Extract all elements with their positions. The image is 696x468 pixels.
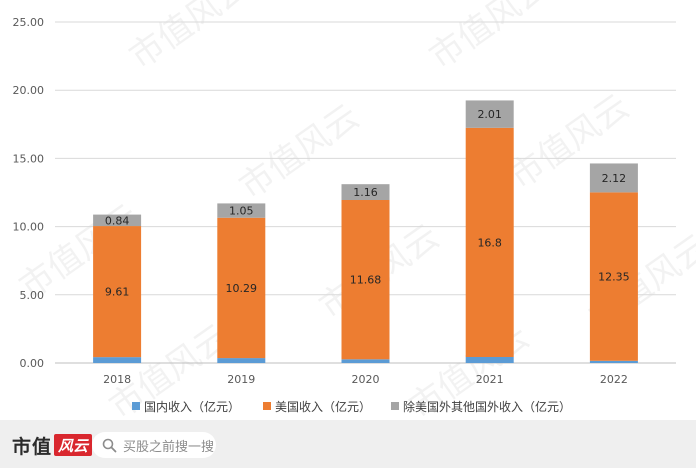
- data-label: 12.35: [598, 271, 630, 284]
- legend-swatch: [132, 402, 140, 410]
- bar-segment: [465, 356, 514, 363]
- y-tick-label: 25.00: [13, 16, 45, 29]
- legend-swatch: [263, 402, 271, 410]
- data-label: 1.16: [353, 186, 378, 199]
- search-input[interactable]: 买股之前搜一搜: [92, 432, 216, 458]
- x-tick-label: 2022: [600, 373, 628, 386]
- data-label: 10.29: [226, 282, 258, 295]
- x-tick-label: 2018: [103, 373, 131, 386]
- y-tick-label: 5.00: [20, 289, 45, 302]
- brand-logo[interactable]: 市值 风云: [12, 432, 93, 458]
- watermark-text: 市值风云: [122, 0, 256, 77]
- bar-segment: [217, 358, 266, 363]
- bar-segment: [465, 127, 514, 357]
- bar-segment: [589, 163, 638, 193]
- bar-segment: [217, 217, 266, 359]
- bar-segment: [217, 203, 266, 218]
- stacked-bar-chart: 市值风云市值风云市值风云市值风云市值风云市值风云市值风云市值风云市值风云0.00…: [12, 0, 696, 420]
- y-tick-label: 15.00: [13, 152, 45, 165]
- data-label: 1.05: [229, 205, 254, 218]
- legend-label: 美国收入（亿元）: [275, 399, 371, 414]
- bar-segment: [465, 100, 514, 128]
- data-label: 0.84: [105, 214, 130, 227]
- chart-card: 市值风云市值风云市值风云市值风云市值风云市值风云市值风云市值风云市值风云0.00…: [0, 0, 696, 420]
- data-label: 11.68: [350, 274, 382, 287]
- x-tick-label: 2020: [352, 373, 380, 386]
- bar-segment: [93, 226, 142, 358]
- watermark-text: 市值风云: [422, 0, 556, 77]
- bar-segment: [341, 184, 390, 201]
- search-placeholder: 买股之前搜一搜: [123, 439, 215, 455]
- bar-segment: [589, 360, 638, 363]
- bar-segment: [589, 192, 638, 361]
- legend-swatch: [391, 402, 399, 410]
- x-tick-label: 2021: [476, 373, 504, 386]
- bar-segment: [93, 214, 142, 227]
- y-tick-label: 0.00: [20, 357, 45, 370]
- data-label: 2.01: [477, 108, 502, 121]
- legend-label: 除美国外其他国外收入（亿元）: [403, 399, 571, 414]
- data-label: 16.8: [477, 236, 502, 249]
- bar-segment: [341, 359, 390, 363]
- x-tick-label: 2019: [227, 373, 255, 386]
- legend-label: 国内收入（亿元）: [144, 399, 240, 414]
- data-label: 9.61: [105, 286, 130, 299]
- bar-segment: [341, 200, 390, 360]
- brand-mark: 风云: [54, 434, 93, 456]
- bar-segment: [93, 357, 142, 363]
- search-icon: [102, 438, 117, 453]
- data-label: 2.12: [602, 172, 627, 185]
- footer-bar: 市值 风云 买股之前搜一搜: [0, 420, 696, 468]
- brand-text: 市值: [12, 435, 53, 458]
- y-tick-label: 20.00: [13, 84, 45, 97]
- y-tick-label: 10.00: [13, 221, 45, 234]
